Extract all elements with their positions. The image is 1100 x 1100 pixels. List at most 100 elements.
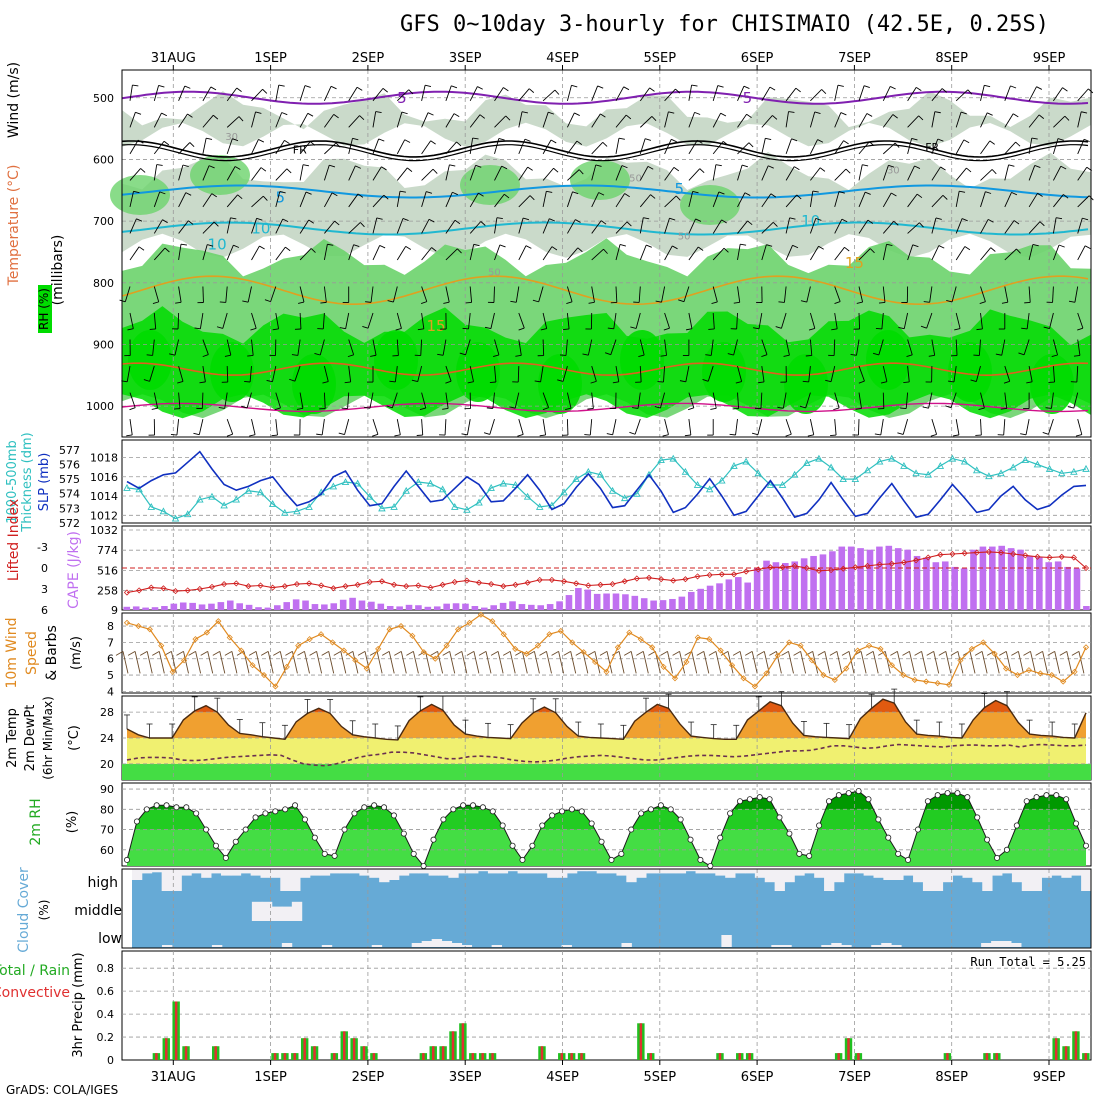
li-point xyxy=(548,576,555,583)
rh-point xyxy=(905,856,912,863)
wind-barb xyxy=(396,218,404,234)
thickness-point xyxy=(560,488,568,496)
wind-barb xyxy=(612,419,617,435)
wind-barb-flag xyxy=(675,195,681,201)
rh-point xyxy=(845,790,852,797)
wind-barb-flag xyxy=(529,195,535,201)
wind-barb xyxy=(149,365,155,382)
wind-barb xyxy=(153,164,158,181)
wind-barb-flag xyxy=(603,248,608,254)
surface-wind-barb-flag xyxy=(841,651,850,656)
wind-barb-flag xyxy=(480,221,486,226)
wind-barb-flag xyxy=(722,141,729,146)
surface-wind-barb xyxy=(1017,651,1024,674)
wind-barb xyxy=(902,418,909,435)
cloud-cell-high xyxy=(833,869,845,883)
cloud-cell-high xyxy=(665,869,677,874)
wind-barb xyxy=(566,286,573,302)
li-point xyxy=(633,575,640,582)
cape-bar xyxy=(452,603,460,610)
li-tick-label: 3 xyxy=(41,583,48,596)
cape-bar xyxy=(217,602,225,610)
li-point xyxy=(573,580,580,587)
surface-wind-barb xyxy=(630,651,637,674)
wind-barb xyxy=(785,217,791,234)
wind-barb-flag xyxy=(747,220,753,226)
cape-bar xyxy=(518,604,526,610)
surface-wind-barb-flag xyxy=(394,651,402,656)
cape-bar xyxy=(349,597,356,610)
wind-barb-flag xyxy=(743,85,750,90)
cloud-cell-low xyxy=(161,945,173,947)
wind-barb-flag xyxy=(959,190,966,193)
cape-bar xyxy=(979,546,987,610)
wind-barb xyxy=(809,419,815,435)
rh-point xyxy=(756,794,763,801)
surface-wind-barb-flag xyxy=(623,651,632,656)
wind-barb-flag xyxy=(379,245,386,249)
wind-barb xyxy=(931,339,936,356)
li-point xyxy=(427,584,434,591)
ylabel-temperature: Temperature (°C) xyxy=(6,165,22,287)
wind-barb-flag xyxy=(935,217,942,220)
wind-barb xyxy=(1077,166,1088,181)
isotherm-5 xyxy=(121,184,1089,199)
wind-barb-flag xyxy=(940,166,946,171)
wind-barb xyxy=(542,392,549,408)
wind-barb xyxy=(494,138,500,155)
wind-barb-flag xyxy=(961,218,968,222)
wind-barb-flag xyxy=(684,434,691,437)
wind-barb-flag xyxy=(289,378,296,382)
wind-speed-point xyxy=(729,662,736,669)
cloud-cell-high xyxy=(567,869,578,874)
surface-wind-barb xyxy=(788,651,794,674)
wind-barb xyxy=(222,312,228,329)
wind-barb xyxy=(566,312,570,329)
thickness-point xyxy=(863,466,872,474)
rh-point xyxy=(1053,792,1060,799)
surface-wind-barb-flag xyxy=(890,651,898,656)
surface-wind-barb xyxy=(824,651,831,674)
surface-wind-barb xyxy=(860,651,867,674)
wind-speed-point xyxy=(557,627,564,635)
wind-barb xyxy=(178,113,188,128)
wind-barb xyxy=(760,392,763,409)
rh-point xyxy=(203,826,210,833)
wind-barb xyxy=(907,138,913,154)
surface-wind-barb-flag xyxy=(406,651,414,656)
wind-barb-flag xyxy=(559,354,567,356)
surface-wind-barb xyxy=(909,651,915,674)
wind-barb xyxy=(615,193,626,208)
cloud-cell-high xyxy=(636,869,647,878)
wind-barb xyxy=(858,191,866,208)
wind-barb-flag xyxy=(577,247,583,253)
surface-wind-barb xyxy=(485,651,492,674)
cloud-cell-high xyxy=(290,869,301,891)
wind-tick-label: 6 xyxy=(107,653,114,666)
surface-wind-barb-flag xyxy=(563,651,571,656)
li-point xyxy=(293,581,301,588)
cloud-cell-high xyxy=(922,869,934,891)
wind-barb-flag xyxy=(1003,380,1010,384)
thickness-frame xyxy=(121,439,1092,524)
wind-barb-flag xyxy=(978,407,985,411)
wind-barb-flag xyxy=(629,431,636,435)
wind-barb xyxy=(1028,138,1033,154)
thickness-point xyxy=(171,514,180,522)
wind-barb-flag xyxy=(660,354,667,357)
rh-point xyxy=(865,796,872,803)
surface-wind-barb-flag xyxy=(865,651,874,656)
date-label-bottom: 31AUG xyxy=(151,1070,196,1085)
cape-bar xyxy=(678,596,686,610)
rh-point xyxy=(954,790,961,797)
cape-bar xyxy=(179,602,187,610)
wind-barb xyxy=(737,365,743,382)
temp-area-yellow xyxy=(127,699,1086,764)
wind-barb-flag xyxy=(232,138,239,142)
wind-barb xyxy=(1048,418,1054,435)
wind-barb-flag xyxy=(1042,432,1049,435)
rh-blob xyxy=(620,330,664,390)
thickness-point xyxy=(754,469,762,477)
wind-barb-flag xyxy=(855,407,862,410)
wind-barb xyxy=(955,89,969,102)
